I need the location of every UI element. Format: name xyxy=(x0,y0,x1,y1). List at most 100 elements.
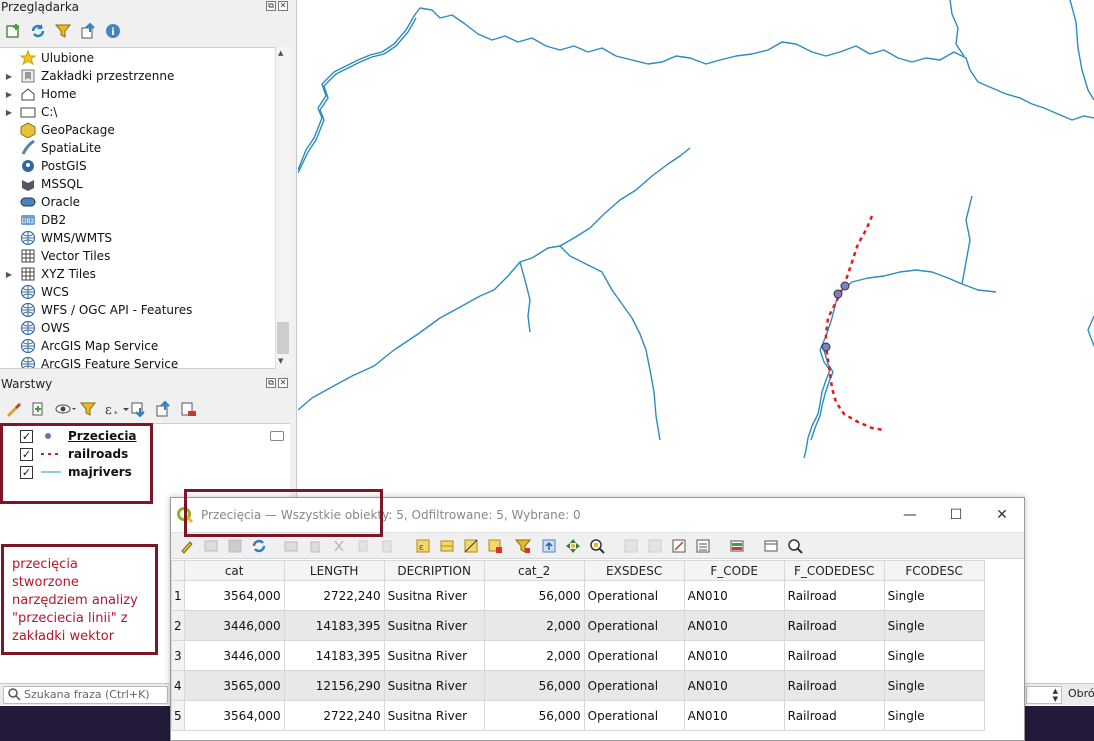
column-header[interactable]: F_CODE xyxy=(683,560,785,581)
filter-selection-icon[interactable] xyxy=(514,538,532,554)
add-feature-icon[interactable] xyxy=(283,538,299,554)
visibility-eye-icon[interactable] xyxy=(54,400,76,418)
browser-item-c[interactable]: ▶ C:\ xyxy=(0,103,58,121)
scroll-up-icon[interactable]: ▲ xyxy=(278,49,284,57)
maximize-button[interactable]: ☐ xyxy=(949,507,963,523)
table-cell[interactable]: Susitna River xyxy=(383,700,485,731)
layer-item-railroads[interactable]: ✓ railroads xyxy=(20,445,128,463)
table-cell[interactable]: Railroad xyxy=(783,700,885,731)
table-cell[interactable]: Operational xyxy=(583,580,685,611)
select-expression-icon[interactable]: ε xyxy=(415,538,431,554)
save-edits-icon[interactable] xyxy=(227,538,243,554)
expand-all-icon[interactable] xyxy=(129,400,147,418)
conditional-format-icon[interactable] xyxy=(729,538,745,554)
row-number[interactable]: 3 xyxy=(171,640,185,671)
scroll-down-icon[interactable]: ▼ xyxy=(278,357,284,365)
row-number[interactable]: 4 xyxy=(171,670,185,701)
style-brush-icon[interactable] xyxy=(4,400,22,418)
collapse-all-icon[interactable] xyxy=(154,400,172,418)
table-cell[interactable]: Operational xyxy=(583,700,685,731)
layer-checkbox[interactable]: ✓ xyxy=(20,429,33,443)
expand-arrow-icon[interactable]: ▶ xyxy=(5,269,13,279)
paste-icon[interactable] xyxy=(379,538,395,554)
minimize-button[interactable]: — xyxy=(903,507,917,523)
delete-field-icon[interactable] xyxy=(647,538,663,554)
column-header[interactable]: cat xyxy=(183,560,285,581)
new-field-icon[interactable] xyxy=(623,538,639,554)
browser-item-xyz-tiles[interactable]: ▶ XYZ Tiles xyxy=(0,265,96,283)
column-header[interactable]: EXSDESC xyxy=(583,560,685,581)
browser-item-arcgis-map-service[interactable]: ArcGIS Map Service xyxy=(0,337,158,355)
table-cell[interactable]: Susitna River xyxy=(383,610,485,641)
deselect-all-icon[interactable] xyxy=(487,538,503,554)
table-cell[interactable]: AN010 xyxy=(683,670,785,701)
browser-item-mssql[interactable]: MSSQL xyxy=(0,175,83,193)
table-cell[interactable]: Operational xyxy=(583,670,685,701)
layer-item-przeciecia[interactable]: ✓ Przeciecia xyxy=(20,427,137,445)
layer-indicator-icon[interactable] xyxy=(270,431,284,441)
map-canvas[interactable] xyxy=(298,0,1094,683)
table-row[interactable]: 4 3565,000 12156,290 Susitna River 56,00… xyxy=(171,670,985,701)
undock-icon[interactable]: ⧉ xyxy=(266,1,276,11)
toggle-edit-icon[interactable] xyxy=(179,538,195,554)
column-header[interactable]: FCODESC xyxy=(883,560,985,581)
table-cell[interactable]: AN010 xyxy=(683,610,785,641)
expand-arrow-icon[interactable]: ▶ xyxy=(5,107,13,117)
invert-selection-icon[interactable] xyxy=(463,538,479,554)
layer-checkbox[interactable]: ✓ xyxy=(20,465,33,479)
row-number[interactable]: 5 xyxy=(171,700,185,731)
table-cell[interactable]: 3565,000 xyxy=(183,670,285,701)
table-cell[interactable]: 2722,240 xyxy=(283,580,385,611)
multi-edit-icon[interactable] xyxy=(203,538,219,554)
expression-filter-icon[interactable]: ε * xyxy=(104,400,129,418)
add-layer-icon[interactable] xyxy=(4,22,22,40)
close-panel-icon[interactable]: ✕ xyxy=(278,1,288,11)
browser-item-home[interactable]: ▶ Home xyxy=(0,85,77,103)
table-cell[interactable]: Single xyxy=(883,700,985,731)
collapse-all-icon[interactable] xyxy=(79,22,97,40)
browser-item-postgis[interactable]: PostGIS xyxy=(0,157,87,175)
row-number[interactable]: 2 xyxy=(171,610,185,641)
table-cell[interactable]: 3564,000 xyxy=(183,580,285,611)
browser-tree[interactable]: Ulubione ▶ Zakładki przestrzenne ▶ Home ▶ C:\ G… xyxy=(0,47,290,369)
delete-feature-icon[interactable] xyxy=(307,538,323,554)
table-cell[interactable]: Operational xyxy=(583,640,685,671)
table-cell[interactable]: Railroad xyxy=(783,610,885,641)
table-row[interactable]: 3 3446,000 14183,395 Susitna River 2,000… xyxy=(171,640,985,671)
layer-item-majrivers[interactable]: ✓ majrivers xyxy=(20,463,132,481)
reload-icon[interactable] xyxy=(251,538,267,554)
table-cell[interactable]: 56,000 xyxy=(483,700,585,731)
scroll-thumb[interactable] xyxy=(277,322,289,354)
browser-item-zak-adki-przestrzenne[interactable]: ▶ Zakładki przestrzenne xyxy=(0,67,174,85)
table-cell[interactable]: Railroad xyxy=(783,640,885,671)
close-button[interactable]: ✕ xyxy=(996,507,1008,523)
table-cell[interactable]: AN010 xyxy=(683,700,785,731)
table-cell[interactable]: Railroad xyxy=(783,580,885,611)
table-cell[interactable]: Single xyxy=(883,640,985,671)
column-header[interactable]: DECRIPTION xyxy=(383,560,485,581)
table-cell[interactable]: 3446,000 xyxy=(183,610,285,641)
rotation-field[interactable]: ▲ ▼ xyxy=(1026,686,1062,704)
browser-item-ulubione[interactable]: Ulubione xyxy=(0,49,94,67)
table-cell[interactable]: 3564,000 xyxy=(183,700,285,731)
browser-item-vector-tiles[interactable]: Vector Tiles xyxy=(0,247,110,265)
browser-item-ows[interactable]: OWS xyxy=(0,319,70,337)
spin-arrows-icon[interactable]: ▲ ▼ xyxy=(1052,687,1058,703)
dock-table-icon[interactable] xyxy=(787,538,803,554)
undock-icon[interactable]: ⧉ xyxy=(266,378,276,388)
table-cell[interactable]: 3446,000 xyxy=(183,640,285,671)
browser-scrollbar[interactable]: ▲ ▼ xyxy=(275,47,290,369)
table-cell[interactable]: Railroad xyxy=(783,670,885,701)
table-cell[interactable]: 2,000 xyxy=(483,640,585,671)
table-cell[interactable]: Susitna River xyxy=(383,640,485,671)
column-header[interactable]: F_CODEDESC xyxy=(783,560,885,581)
move-to-top-icon[interactable] xyxy=(541,538,557,554)
filter-icon[interactable] xyxy=(54,22,72,40)
browser-item-arcgis-feature-service[interactable]: ArcGIS Feature Service xyxy=(0,355,178,368)
table-cell[interactable]: 56,000 xyxy=(483,670,585,701)
table-cell[interactable]: 14183,395 xyxy=(283,640,385,671)
browser-item-db2[interactable]: DB2 DB2 xyxy=(0,211,66,229)
pan-to-selected-icon[interactable] xyxy=(565,538,581,554)
table-cell[interactable]: AN010 xyxy=(683,640,785,671)
table-row[interactable]: 2 3446,000 14183,395 Susitna River 2,000… xyxy=(171,610,985,641)
